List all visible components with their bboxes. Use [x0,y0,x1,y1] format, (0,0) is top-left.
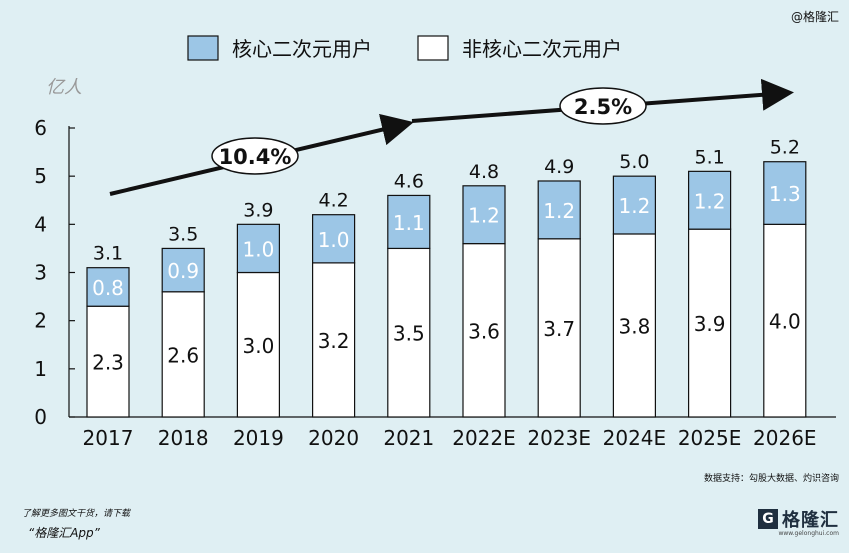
bar-core [537,180,581,240]
bar-non-core [387,247,431,418]
bar-non-core [763,223,807,418]
x-tick-label: 2017 [83,426,134,450]
y-tick-label: 5 [34,164,47,188]
x-tick-label: 2024E [603,426,667,450]
bar-label-core: 1.2 [694,189,726,213]
bar-total-label: 5.0 [619,151,649,173]
bar-total-label: 3.1 [93,243,123,265]
x-tick-label: 2018 [158,426,209,450]
bar-label-non-core: 3.7 [543,317,575,341]
legend-swatch [187,35,219,61]
bar-label-non-core: 3.9 [694,312,726,336]
x-tick-label: 2023E [527,426,591,450]
y-tick-label: 3 [34,261,47,285]
growth-bubble [211,137,299,175]
bar-core [763,161,807,225]
x-tick-label: 2020 [308,426,359,450]
bar-label-core: 0.8 [92,276,124,300]
bar-total-label: 3.5 [168,223,198,245]
bar-total-label: 4.9 [544,156,574,178]
watermark-top-right: @格隆汇 [790,10,839,24]
bar-label-non-core: 2.6 [167,343,199,367]
legend-label: 非核心二次元用户 [462,37,622,61]
bar-core [687,170,732,230]
y-tick-label: 0 [34,405,47,429]
bar-label-non-core: 3.8 [618,314,650,338]
legend-swatch [417,35,449,61]
bar-label-core: 0.9 [167,259,199,283]
y-axis-label: 亿人 [46,77,82,98]
brand-mark-icon: G [758,509,778,529]
bar-core [387,194,431,250]
bar-non-core [161,291,205,418]
x-tick-label: 2025E [678,426,742,450]
x-tick-label: 2026E [753,426,817,450]
x-tick-label: 2021 [383,426,434,450]
bar-core [612,175,657,235]
app-name: “格隆汇App” [28,526,100,540]
bar-label-core: 1.2 [543,199,575,223]
bar-total-label: 4.8 [469,161,499,183]
growth-rate-label: 10.4% [219,145,292,169]
bar-total-label: 4.2 [318,190,348,212]
bar-non-core [687,228,732,418]
bar-label-non-core: 3.0 [242,334,274,358]
y-tick-label: 4 [34,212,47,236]
bar-label-non-core: 3.2 [318,329,350,353]
brand-url: www.gelonghui.com [778,530,839,537]
bar-label-non-core: 3.6 [468,319,500,343]
bar-label-core: 1.0 [242,237,274,261]
growth-bubble [559,87,647,125]
legend-label: 核心二次元用户 [232,37,372,61]
bar-label-core: 1.3 [769,182,801,206]
bar-label-core: 1.2 [618,194,650,218]
bar-non-core [462,243,506,418]
bar-label-core: 1.0 [318,228,350,252]
data-source-note: 数据支持：勾股大数据、灼识咨询 [703,474,839,484]
y-tick-label: 2 [34,309,47,333]
bar-label-core: 1.1 [393,211,425,235]
brand-name: 格隆汇 [782,510,839,531]
bar-label-non-core: 3.5 [393,322,425,346]
bar-core [312,214,356,264]
bar-total-label: 4.6 [394,170,424,192]
bar-label-non-core: 4.0 [769,310,801,334]
bar-core [86,267,130,307]
growth-rate-label: 2.5% [574,95,632,119]
x-tick-label: 2022E [452,426,516,450]
bar-total-label: 3.9 [243,199,273,221]
y-tick-label: 1 [34,357,47,381]
bar-core [236,223,280,274]
bar-core [462,185,506,245]
download-prompt: 了解更多图文干货，请下载 [22,509,131,519]
y-tick-label: 6 [34,116,47,140]
bar-label-core: 1.2 [468,204,500,228]
x-tick-label: 2019 [233,426,284,450]
brand-logo: G 格隆汇 www.gelonghui.com [758,506,839,537]
bar-total-label: 5.1 [694,146,724,168]
bar-total-label: 5.2 [770,137,800,159]
bar-label-non-core: 2.3 [92,351,124,375]
bar-core [161,247,205,293]
